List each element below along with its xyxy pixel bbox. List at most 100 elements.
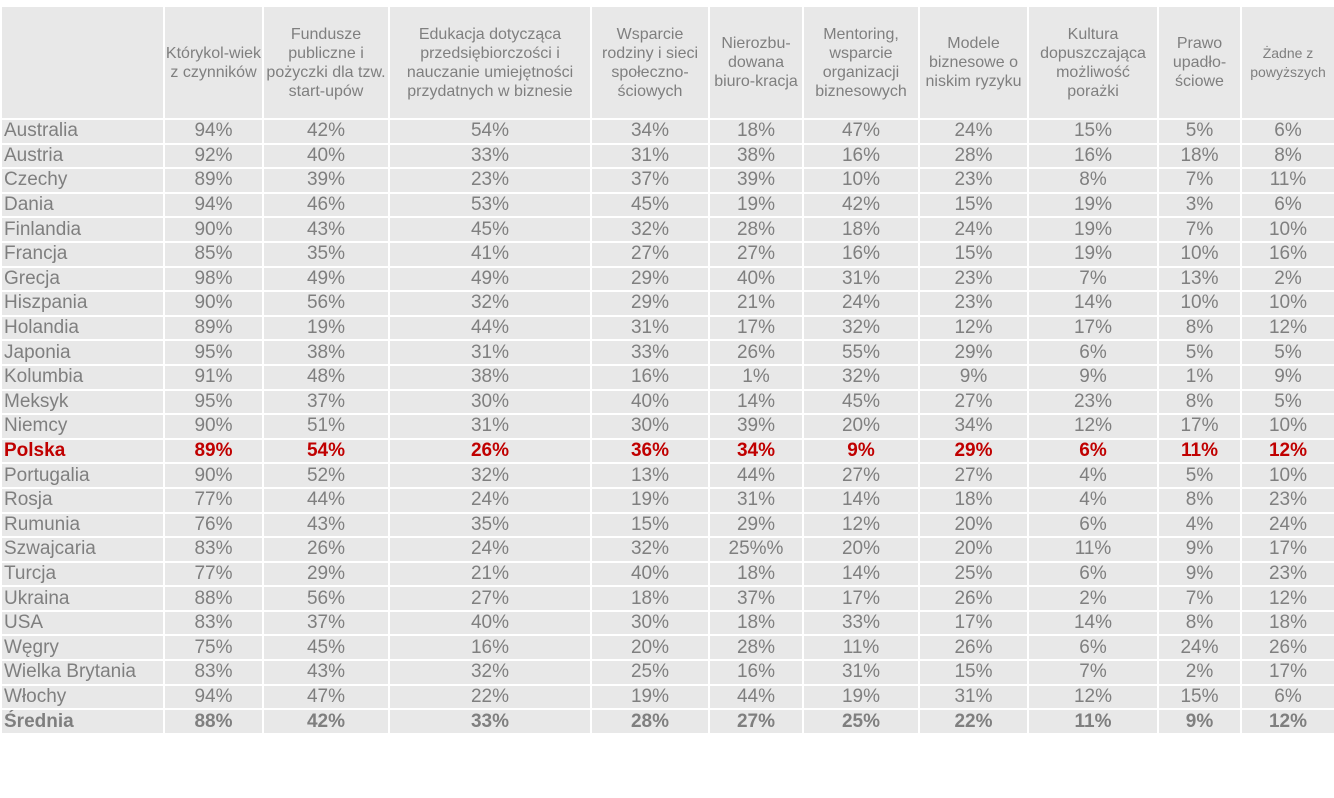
table-row: Węgry 75% 45% 16% 20% 28% 11% 26% 6% 24% 26% [0,634,1334,662]
column-header: Modele biznesowe o niskim ryzyku [918,5,1029,120]
percent-cell: 53% [388,191,592,219]
country-name: Wielka Brytania [0,659,165,686]
percent-cell: 7% [1027,659,1159,686]
percent-cell: 8% [1157,609,1242,637]
percent-cell: 33% [388,142,592,170]
percent-cell: 85% [163,240,264,268]
percent-cell: 37% [590,167,710,194]
percent-cell: 6% [1240,191,1334,219]
percent-cell: 12% [1240,314,1334,342]
percent-cell: 11% [802,634,920,662]
percent-cell: 6% [1240,118,1334,145]
percent-cell: 23% [918,290,1029,317]
percent-cell: 23% [388,167,592,194]
percent-cell: 5% [1240,388,1334,416]
percent-cell: 16% [802,240,920,268]
percent-cell: 28% [708,634,804,662]
percent-cell: 27% [802,462,920,489]
percent-cell: 24% [918,216,1029,243]
percent-cell: 9% [1157,560,1242,588]
percent-cell: 4% [1027,462,1159,489]
percent-cell: 6% [1027,634,1159,662]
table-row: Australia 94% 42% 54% 34% 18% 47% 24% 15% 5% 6% [0,118,1334,145]
percent-cell: 24% [918,118,1029,145]
percent-cell: 6% [1027,560,1159,588]
percent-cell: 14% [802,560,920,588]
percent-cell: 19% [1027,191,1159,219]
country-name: Niemcy [0,413,165,440]
percent-cell: 23% [1240,486,1334,514]
country-name: Francja [0,240,165,268]
percent-cell: 13% [1157,265,1242,293]
percent-cell: 6% [1027,511,1159,539]
percent-cell: 43% [262,216,390,243]
percent-cell: 27% [388,585,592,612]
percent-cell: 37% [262,609,390,637]
percent-cell: 25% [918,560,1029,588]
country-name: Holandia [0,314,165,342]
percent-cell: 8% [1157,486,1242,514]
percent-cell: 19% [708,191,804,219]
percent-cell: 41% [388,240,592,268]
percent-cell: 31% [590,314,710,342]
country-name: Japonia [0,339,165,366]
percent-cell: 19% [590,683,710,711]
percent-cell: 39% [708,413,804,440]
percent-cell: 98% [163,265,264,293]
percent-cell: 76% [163,511,264,539]
percent-cell: 8% [1027,167,1159,194]
percent-cell: 4% [1027,486,1159,514]
column-header: Żadne z powyższych [1240,5,1334,120]
percent-cell: 16% [708,659,804,686]
percent-cell: 39% [708,167,804,194]
percent-cell: 94% [163,191,264,219]
table-row: Niemcy 90% 51% 31% 30% 39% 20% 34% 12% 17% 10% [0,413,1334,440]
percent-cell: 18% [708,609,804,637]
table-row: Grecja 98% 49% 49% 29% 40% 31% 23% 7% 13% 2% [0,265,1334,293]
percent-cell: 40% [262,142,390,170]
percent-cell: 49% [262,265,390,293]
percent-cell: 17% [1240,536,1334,563]
percent-cell: 28% [918,142,1029,170]
percent-cell: 5% [1240,339,1334,366]
percent-cell: 30% [388,388,592,416]
percent-cell: 35% [388,511,592,539]
percent-cell: 47% [802,118,920,145]
column-header: Wsparcie rodziny i sieci społeczno-ściow… [590,5,710,120]
percent-cell: 24% [1157,634,1242,662]
percent-cell: 32% [802,314,920,342]
percent-cell: 9% [1157,708,1242,735]
percent-cell: 26% [708,339,804,366]
country-name: Włochy [0,683,165,711]
percent-cell: 18% [708,118,804,145]
percent-cell: 45% [262,634,390,662]
table-row: Meksyk 95% 37% 30% 40% 14% 45% 27% 23% 8% 5% [0,388,1334,416]
percent-cell: 24% [388,536,592,563]
percent-cell: 24% [1240,511,1334,539]
column-header: Fundusze publiczne i pożyczki dla tzw. s… [262,5,390,120]
percent-cell: 45% [802,388,920,416]
percent-cell: 40% [708,265,804,293]
percent-cell: 10% [1240,413,1334,440]
percent-cell: 26% [262,536,390,563]
table-row: Wielka Brytania 83% 43% 32% 25% 16% 31% 15% 7% 2%… [0,659,1334,686]
percent-cell: 44% [708,683,804,711]
table-row: Turcja 77% 29% 21% 40% 18% 14% 25% 6% 9% 23% [0,560,1334,588]
percent-cell: 20% [918,511,1029,539]
table-row: Holandia 89% 19% 44% 31% 17% 32% 12% 17% 8% 12% [0,314,1334,342]
percent-cell: 34% [918,413,1029,440]
table-row-average: Średnia 88% 42% 33% 28% 27% 25% 22% 11% 9% 12% [0,708,1334,735]
percent-cell: 51% [262,413,390,440]
percent-cell: 16% [1240,240,1334,268]
percent-cell: 12% [1240,708,1334,735]
percent-cell: 2% [1027,585,1159,612]
percent-cell: 9% [1240,363,1334,391]
survey-table: Którykol-wiek z czynników Fundusze public… [0,5,1334,735]
percent-cell: 32% [802,363,920,391]
column-header: Nierozbu-dowana biuro-kracja [708,5,804,120]
percent-cell: 27% [708,240,804,268]
column-header: Prawo upadło-ściowe [1157,5,1242,120]
percent-cell: 75% [163,634,264,662]
percent-cell: 83% [163,536,264,563]
percent-cell: 16% [388,634,592,662]
